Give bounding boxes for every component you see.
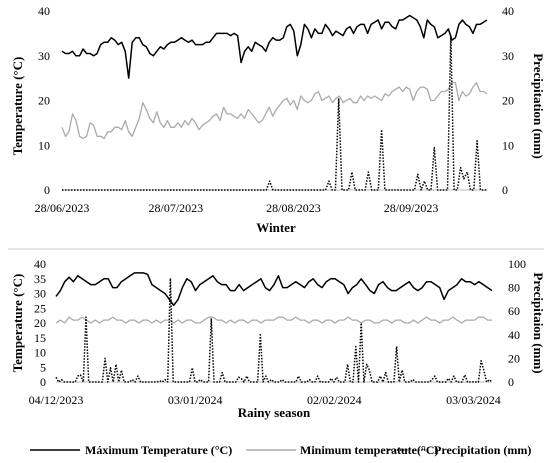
right-y-tick-label: 10 — [502, 138, 514, 152]
x-tick-label: 03/03/2024 — [446, 393, 501, 407]
left-y-tick-label: 30 — [34, 287, 46, 301]
winter-series — [61, 14, 488, 191]
legend-label-max-temp: Máximum Temperature (°C) — [85, 443, 232, 457]
rainy-series — [55, 272, 493, 383]
right-y-tick-label: 30 — [502, 49, 514, 63]
left-y-tick-label: 20 — [34, 316, 46, 330]
legend-item-max-temp: Máximum Temperature (°C) — [30, 443, 232, 457]
legend-label-min-temp: Minimum temperatute(°C) — [300, 443, 438, 457]
series-line-max-temp — [61, 14, 488, 79]
x-tick-label: 02/02/2024 — [307, 393, 362, 407]
rainy-x-ticks: 04/12/2023 03/01/2024 02/02/2024 03/03/2024 — [29, 393, 501, 407]
left-y-tick-label: 15 — [34, 331, 46, 345]
right-y-tick-label: 80 — [508, 281, 520, 295]
x-tick-label: 28/09/2023 — [384, 201, 439, 215]
rainy-season-chart: Temperature (°C) Precipitaion (mm) Rainy… — [10, 257, 546, 420]
right-y-tick-label: 40 — [502, 4, 514, 18]
left-y-tick-label: 40 — [38, 4, 50, 18]
right-y-tick-label: 0 — [508, 375, 514, 389]
right-y-tick-label: 20 — [508, 351, 520, 365]
legend-item-precipitation: Precipitation (mm) — [388, 443, 531, 457]
x-tick-label: 28/08/2023 — [266, 201, 321, 215]
winter-left-axis-title: Temperature (°C) — [10, 57, 25, 156]
left-y-tick-label: 0 — [40, 375, 46, 389]
x-tick-label: 03/01/2024 — [168, 393, 223, 407]
left-y-tick-label: 40 — [34, 257, 46, 271]
series-line-min-temp — [61, 81, 488, 140]
series-line-precipitation — [55, 277, 493, 383]
x-tick-label: 28/07/2023 — [149, 201, 204, 215]
left-y-tick-label: 35 — [34, 272, 46, 286]
left-y-tick-label: 20 — [38, 94, 50, 108]
winter-left-ticks: 0 10 20 30 40 — [38, 4, 50, 197]
right-y-tick-label: 20 — [502, 94, 514, 108]
winter-right-ticks: 0 10 20 30 40 — [502, 4, 514, 197]
right-y-tick-label: 60 — [508, 304, 520, 318]
left-y-tick-label: 30 — [38, 49, 50, 63]
winter-right-axis-title: Precipitation (mm) — [531, 53, 546, 159]
right-y-tick-label: 0 — [502, 183, 508, 197]
right-y-tick-label: 100 — [508, 257, 526, 271]
left-y-tick-label: 10 — [34, 346, 46, 360]
winter-x-axis-title: Winter — [256, 220, 296, 235]
rainy-left-axis-title: Temperature (°C) — [10, 274, 25, 373]
x-tick-label: 04/12/2023 — [29, 393, 84, 407]
rainy-right-axis-title: Precipitaion (mm) — [531, 272, 546, 373]
series-line-precipitation — [62, 34, 487, 191]
rainy-x-axis-title: Rainy season — [238, 405, 311, 420]
right-y-tick-label: 40 — [508, 328, 520, 342]
legend-label-precipitation: Precipitation (mm) — [434, 443, 531, 457]
legend: Máximum Temperature (°C) Minimum tempera… — [30, 443, 531, 457]
left-y-tick-label: 10 — [38, 138, 50, 152]
left-y-tick-label: 25 — [34, 301, 46, 315]
winter-x-ticks: 28/06/2023 28/07/2023 28/08/2023 28/09/2023 — [35, 201, 439, 215]
legend-item-min-temp: Minimum temperatute(°C) — [246, 443, 438, 457]
series-line-min-temp — [55, 316, 492, 324]
rainy-right-ticks: 0 20 40 60 80 100 — [508, 257, 526, 389]
x-tick-label: 28/06/2023 — [35, 201, 90, 215]
winter-chart: Temperature (°C) Precipitation (mm) Wint… — [10, 4, 546, 235]
left-y-tick-label: 5 — [40, 360, 46, 374]
series-line-max-temp — [55, 272, 493, 307]
left-y-tick-label: 0 — [44, 183, 50, 197]
